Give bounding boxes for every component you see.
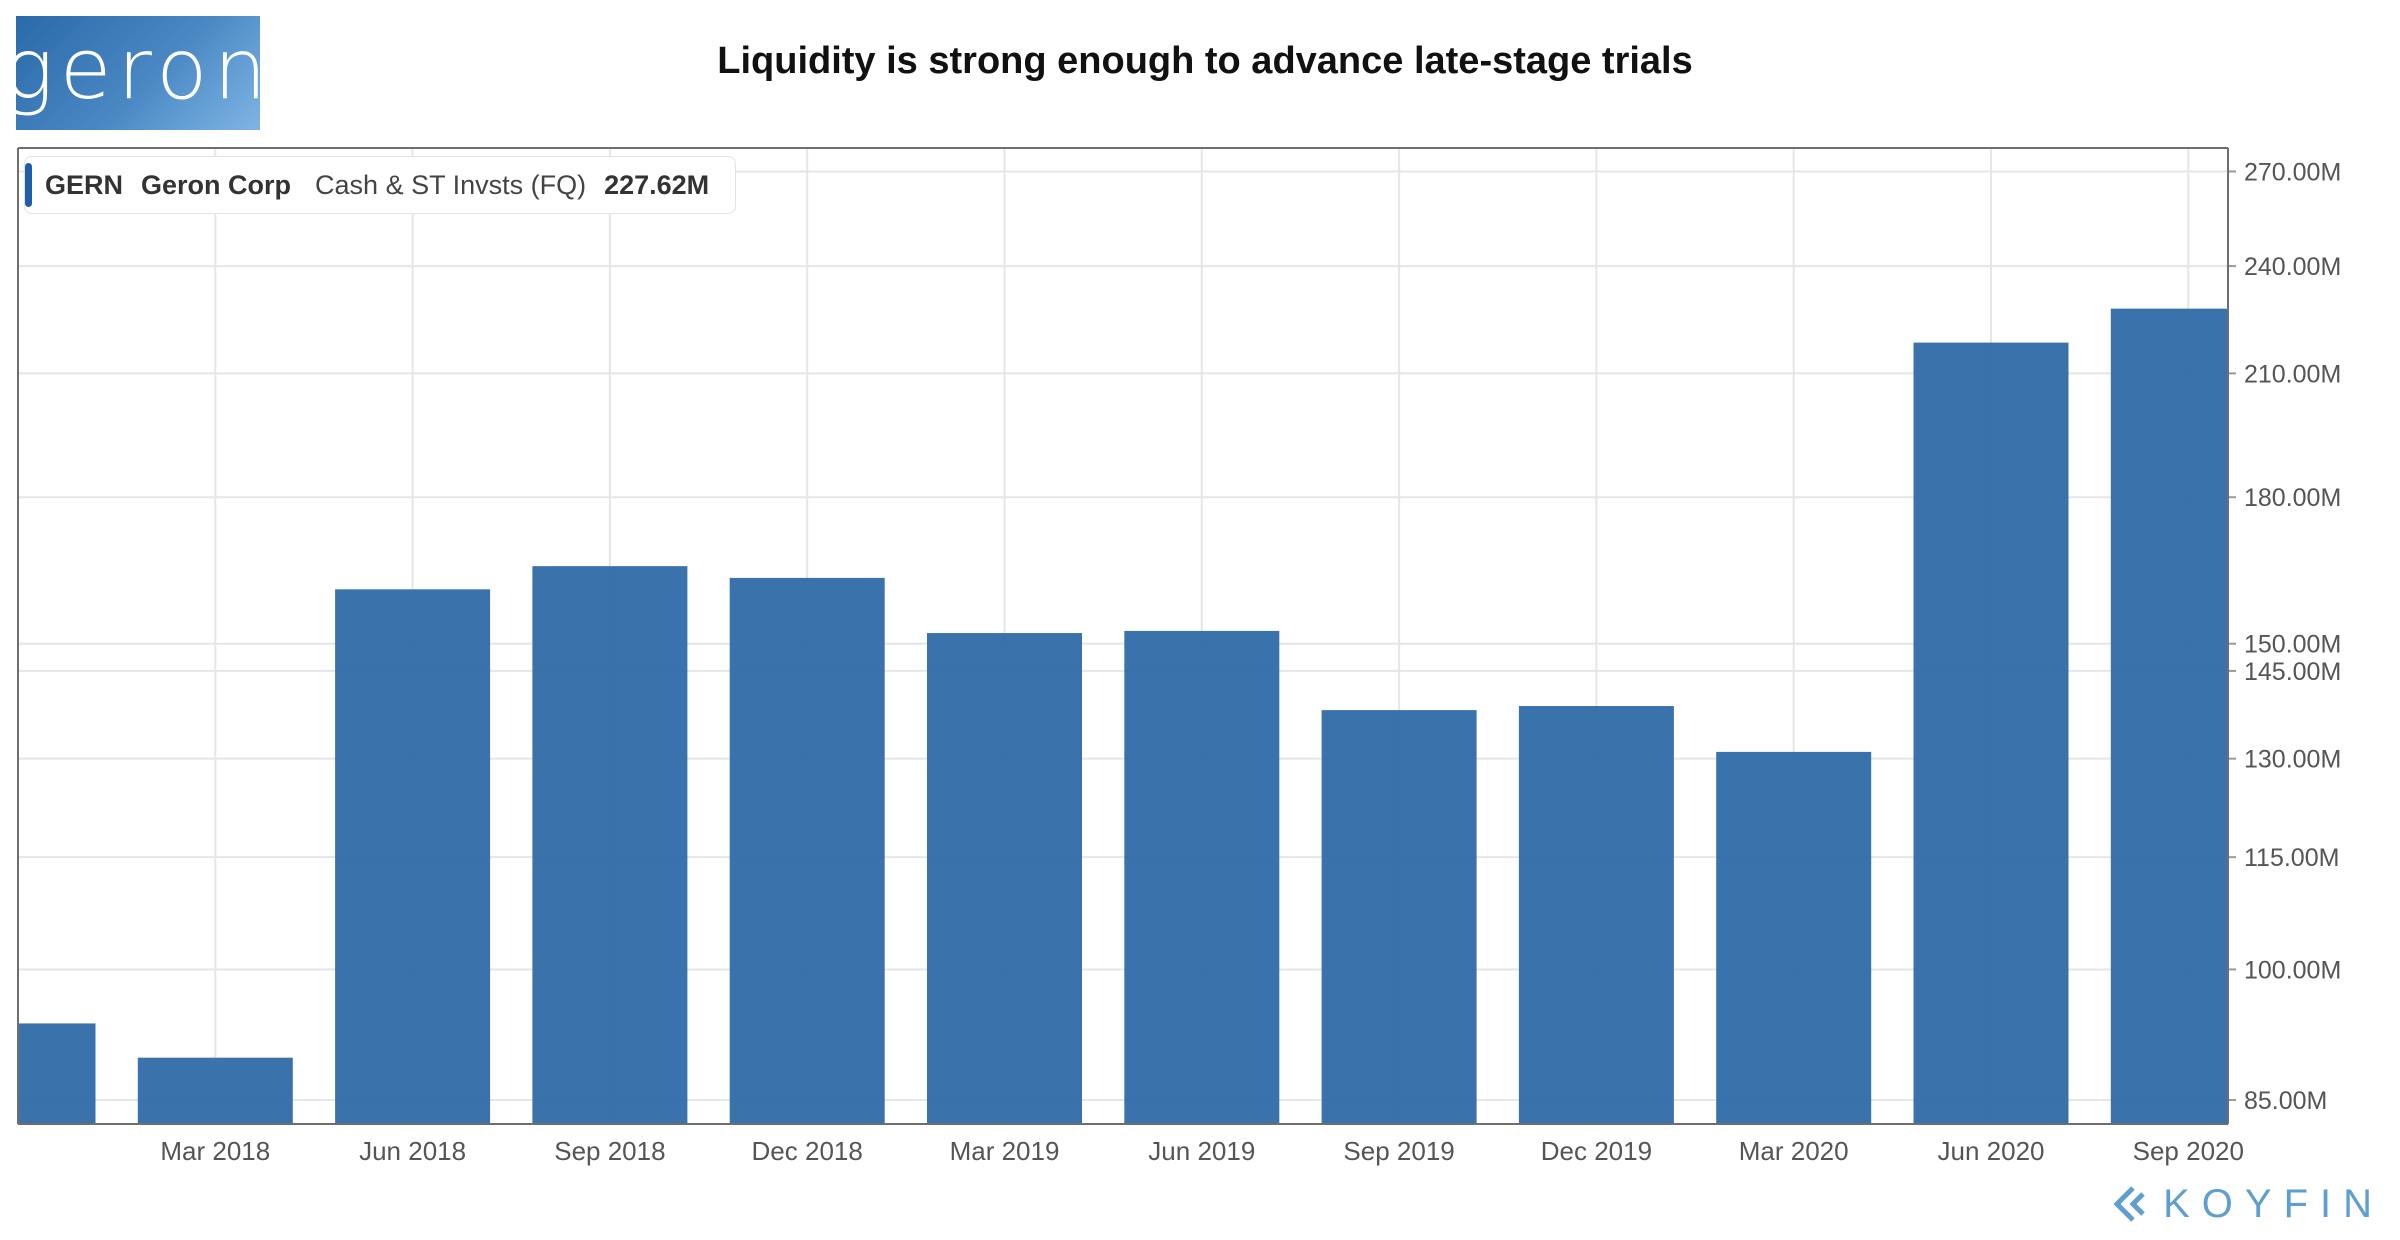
bar bbox=[137, 1057, 293, 1124]
koyfin-brand: KOYFIN bbox=[2113, 1178, 2384, 1230]
x-tick-label: Mar 2020 bbox=[1739, 1136, 1849, 1166]
logo-text: geron bbox=[3, 20, 273, 118]
y-tick-label: 240.00M bbox=[2244, 253, 2341, 281]
x-tick-label: Sep 2019 bbox=[1343, 1136, 1454, 1166]
legend: GERN Geron Corp Cash & ST Invsts (FQ) 22… bbox=[24, 156, 737, 214]
bar bbox=[1716, 751, 1872, 1124]
brand-text: KOYFIN bbox=[2163, 1181, 2384, 1226]
bar bbox=[927, 633, 1082, 1124]
bar bbox=[1518, 706, 1674, 1124]
koyfin-logo-icon bbox=[2113, 1186, 2145, 1222]
bar bbox=[1321, 710, 1477, 1124]
x-tick-label: Sep 2020 bbox=[2133, 1136, 2244, 1166]
y-tick-label: 100.00M bbox=[2244, 956, 2341, 984]
y-tick-label: 115.00M bbox=[2244, 844, 2339, 872]
x-tick-label: Jun 2018 bbox=[359, 1136, 466, 1166]
legend-metric: Cash & ST Invsts (FQ) bbox=[315, 169, 587, 200]
legend-accent-bar bbox=[25, 163, 32, 207]
y-tick-label: 130.00M bbox=[2244, 746, 2341, 774]
bar bbox=[532, 566, 688, 1124]
legend-ticker: GERN bbox=[45, 169, 124, 200]
x-tick-label: Sep 2018 bbox=[554, 1136, 665, 1166]
y-tick-label: 85.00M bbox=[2244, 1087, 2327, 1115]
x-tick-label: Dec 2018 bbox=[752, 1136, 863, 1166]
geron-logo: geron bbox=[3, 16, 267, 130]
y-tick-label: 150.00M bbox=[2244, 631, 2341, 659]
bar bbox=[18, 1023, 96, 1124]
chart-title: Liquidity is strong enough to advance la… bbox=[717, 40, 1693, 82]
x-tick-label: Mar 2018 bbox=[160, 1136, 270, 1166]
bar bbox=[2110, 308, 2228, 1125]
legend-company: Geron Corp bbox=[141, 169, 292, 200]
x-tick-label: Jun 2020 bbox=[1938, 1136, 2045, 1166]
x-tick-label: Dec 2019 bbox=[1541, 1136, 1652, 1166]
y-tick-label: 145.00M bbox=[2244, 658, 2341, 686]
y-tick-label: 210.00M bbox=[2244, 360, 2341, 388]
bar bbox=[1913, 342, 2069, 1124]
x-tick-label: Mar 2019 bbox=[950, 1136, 1060, 1166]
x-tick-label: Jun 2019 bbox=[1148, 1136, 1255, 1166]
bar bbox=[1124, 630, 1280, 1124]
y-tick-label: 270.00M bbox=[2244, 158, 2341, 186]
legend-value: 227.62M bbox=[604, 169, 710, 200]
bar bbox=[729, 577, 885, 1124]
y-tick-label: 180.00M bbox=[2244, 484, 2341, 512]
bar bbox=[335, 589, 491, 1124]
